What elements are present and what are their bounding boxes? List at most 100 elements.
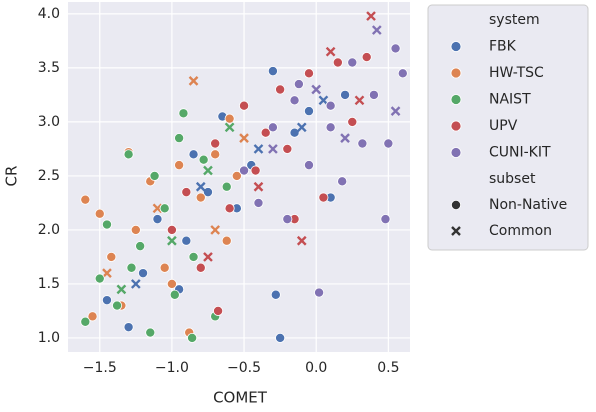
- legend-marker: [450, 41, 462, 52]
- point: [390, 106, 401, 116]
- point: [275, 84, 286, 95]
- point: [159, 262, 170, 273]
- point: [340, 133, 350, 143]
- point: [296, 122, 307, 133]
- point: [293, 79, 304, 90]
- legend-label: Non-Native: [489, 197, 567, 213]
- point: [361, 52, 372, 63]
- point: [181, 235, 192, 246]
- point: [112, 300, 123, 311]
- legend-marker: [450, 147, 462, 158]
- point: [303, 106, 314, 117]
- point: [311, 84, 322, 95]
- point: [390, 43, 401, 54]
- point: [195, 181, 206, 192]
- point: [123, 149, 134, 160]
- point: [221, 235, 232, 246]
- point: [195, 192, 206, 203]
- point: [174, 133, 185, 144]
- legend-title: system: [489, 12, 540, 28]
- point: [221, 181, 232, 192]
- point: [187, 332, 198, 343]
- point: [383, 138, 394, 149]
- point: [267, 66, 278, 77]
- point: [130, 279, 141, 289]
- point: [253, 197, 264, 208]
- point: [239, 133, 249, 143]
- legend-marker: [450, 120, 462, 132]
- point: [325, 122, 336, 133]
- x-tick-label: −0.5: [227, 360, 261, 376]
- point: [188, 149, 199, 160]
- point: [213, 305, 224, 316]
- y-tick-label: 2.5: [38, 168, 60, 184]
- point: [347, 116, 358, 127]
- point: [354, 95, 365, 106]
- point: [318, 95, 329, 106]
- point: [267, 122, 278, 133]
- point: [357, 138, 368, 149]
- point: [116, 284, 127, 295]
- point: [253, 181, 264, 192]
- point: [340, 89, 351, 100]
- point: [337, 176, 348, 187]
- point: [325, 100, 336, 111]
- y-tick-label: 4.0: [38, 6, 60, 22]
- x-tick-label: 0.0: [305, 360, 327, 376]
- x-axis-label: COMET: [213, 389, 268, 407]
- point: [275, 332, 286, 343]
- point: [195, 262, 206, 273]
- point: [303, 68, 314, 79]
- point: [282, 143, 293, 154]
- point: [102, 268, 112, 278]
- point: [101, 295, 112, 306]
- point: [289, 127, 300, 138]
- point: [210, 225, 221, 235]
- x-tick-label: −1.0: [155, 360, 189, 376]
- plot-area: [68, 2, 410, 352]
- point: [94, 273, 105, 284]
- legend-label: FBK: [489, 39, 517, 55]
- point: [282, 214, 293, 225]
- legend-marker: [450, 199, 461, 210]
- point: [101, 219, 112, 230]
- point: [318, 192, 329, 203]
- point: [268, 144, 278, 154]
- point: [87, 311, 98, 322]
- point: [123, 322, 134, 333]
- point: [106, 251, 117, 262]
- point: [397, 68, 408, 79]
- legend-label: UPV: [489, 118, 518, 134]
- point: [224, 113, 235, 124]
- point: [203, 252, 213, 262]
- point: [289, 95, 300, 106]
- point: [210, 138, 221, 149]
- point: [224, 203, 235, 214]
- legend-marker: [450, 94, 462, 105]
- point: [202, 187, 213, 198]
- point: [224, 122, 235, 133]
- point: [167, 235, 177, 246]
- y-tick-label: 1.0: [38, 330, 60, 346]
- point: [210, 149, 221, 160]
- point: [188, 251, 199, 262]
- legend-title: subset: [489, 171, 536, 187]
- point: [371, 25, 382, 35]
- point: [314, 287, 325, 298]
- point: [145, 327, 156, 338]
- x-tick-label: −1.5: [83, 360, 117, 376]
- point: [138, 268, 149, 279]
- point: [130, 224, 141, 235]
- point: [239, 165, 250, 176]
- point: [135, 241, 146, 252]
- point: [80, 194, 91, 205]
- legend-label: CUNI-KIT: [489, 145, 551, 161]
- legend-label: NAIST: [489, 92, 531, 108]
- point: [366, 11, 376, 21]
- point: [94, 208, 105, 219]
- point: [159, 203, 170, 214]
- point: [347, 57, 358, 68]
- point: [166, 224, 177, 235]
